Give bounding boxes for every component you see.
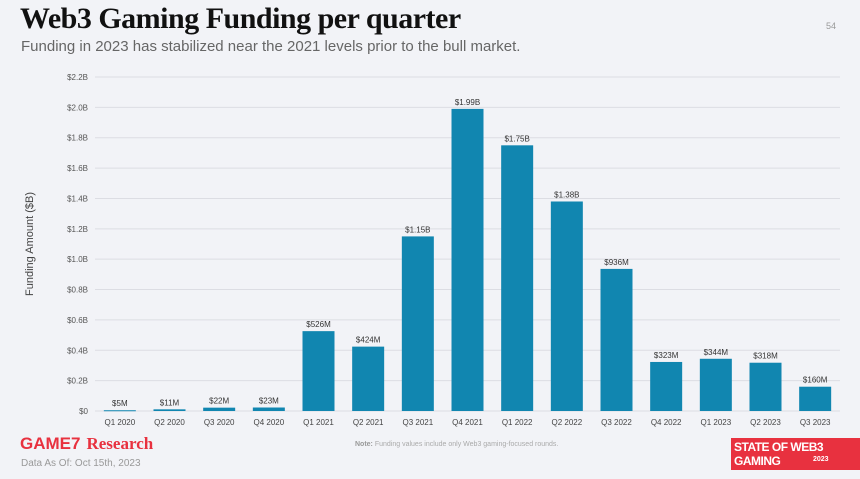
- data-label: $323M: [654, 351, 679, 360]
- y-tick-label: $0.8B: [67, 286, 88, 295]
- bar: [203, 407, 236, 411]
- x-tick-label: Q2 2021: [353, 418, 384, 427]
- logo-suffix: Research: [86, 434, 154, 453]
- bar: [749, 362, 782, 411]
- bar: [799, 386, 832, 411]
- bar: [699, 358, 732, 411]
- data-as-of: Data As Of: Oct 15th, 2023: [21, 458, 141, 469]
- bar: [501, 145, 534, 411]
- page-number: 54: [825, 21, 836, 31]
- data-label: $424M: [356, 336, 381, 345]
- y-tick-label: $1.0B: [67, 255, 88, 264]
- data-label: $160M: [803, 376, 828, 385]
- y-tick-label: $2.0B: [67, 103, 88, 112]
- y-axis-label: Funding Amount ($B): [24, 192, 36, 296]
- x-tick-label: Q1 2023: [700, 418, 731, 427]
- bar: [252, 407, 285, 411]
- x-tick-label: Q3 2023: [800, 418, 831, 427]
- badge-year: 2023: [805, 455, 837, 464]
- bar: [401, 236, 434, 411]
- data-label: $1.15B: [405, 225, 430, 234]
- data-label: $936M: [604, 258, 629, 267]
- data-label: $1.38B: [554, 190, 579, 199]
- logo-text: GAME7: [20, 434, 81, 453]
- x-tick-label: Q3 2022: [601, 418, 632, 427]
- y-tick-label: $0.6B: [67, 316, 88, 325]
- y-tick-label: $1.8B: [67, 134, 88, 143]
- page-title: Web3 Gaming Funding per quarter: [20, 2, 461, 35]
- x-tick-label: Q4 2021: [452, 418, 483, 427]
- y-tick-label: $0.2B: [67, 377, 88, 386]
- data-label: $22M: [209, 397, 229, 406]
- bar: [103, 410, 136, 412]
- x-tick-label: Q1 2022: [502, 418, 533, 427]
- footnote: Note: Funding values include only Web3 g…: [355, 441, 558, 448]
- data-label: $23M: [259, 397, 279, 406]
- x-tick-label: Q2 2022: [551, 418, 582, 427]
- x-tick-label: Q2 2023: [750, 418, 781, 427]
- state-of-web3-gaming-badge: STATE OF WEB3 GAMING: [731, 438, 860, 470]
- x-tick-label: Q2 2020: [154, 418, 185, 427]
- y-tick-label: $1.4B: [67, 194, 88, 203]
- data-label: $318M: [753, 352, 778, 361]
- data-label: $344M: [704, 348, 729, 357]
- note-label: Note:: [355, 441, 373, 448]
- bar: [650, 361, 683, 411]
- bar: [451, 108, 484, 411]
- x-tick-label: Q1 2020: [104, 418, 135, 427]
- data-label: $11M: [160, 398, 180, 407]
- bar: [302, 331, 335, 411]
- x-tick-label: Q4 2022: [651, 418, 682, 427]
- x-tick-label: Q4 2020: [253, 418, 284, 427]
- y-tick-label: $1.2B: [67, 225, 88, 234]
- y-tick-label: $2.2B: [67, 73, 88, 82]
- data-label: $1.99B: [455, 98, 480, 107]
- data-label: $526M: [306, 320, 331, 329]
- game7-logo: GAME7 Research: [20, 434, 153, 454]
- x-tick-label: Q3 2021: [402, 418, 433, 427]
- y-tick-label: $0.4B: [67, 346, 88, 355]
- bar: [550, 201, 583, 411]
- data-label: $1.75B: [504, 134, 529, 143]
- x-tick-label: Q1 2021: [303, 418, 334, 427]
- y-tick-label: $1.6B: [67, 164, 88, 173]
- bar: [600, 268, 633, 411]
- note-text: Funding values include only Web3 gaming-…: [374, 441, 559, 448]
- page-subtitle: Funding in 2023 has stabilized near the …: [21, 38, 521, 55]
- x-tick-label: Q3 2020: [204, 418, 235, 427]
- bar: [352, 346, 385, 411]
- y-tick-label: $0: [79, 407, 88, 416]
- bar: [153, 409, 186, 411]
- data-label: $5M: [112, 399, 128, 408]
